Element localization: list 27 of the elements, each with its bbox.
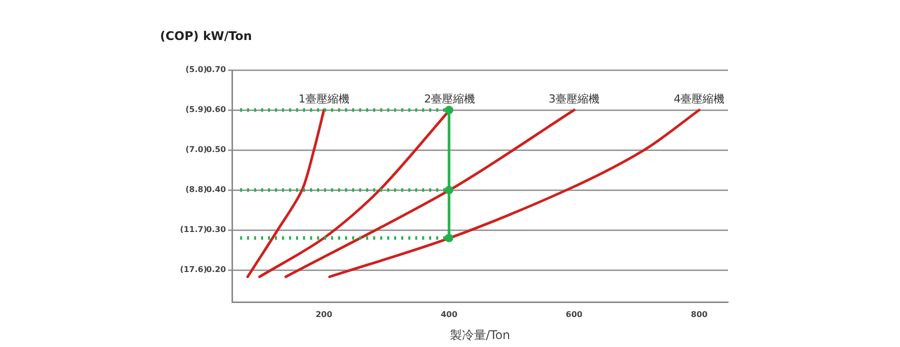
x-axis-title: 製冷量/Ton: [450, 328, 510, 342]
y-tick-label: 0.20: [206, 265, 226, 274]
text: (7.0): [186, 145, 207, 154]
y-tick-label: 0.40: [206, 185, 226, 194]
text: (17.6): [180, 265, 207, 274]
y-tick-label: 0.30: [206, 225, 226, 234]
series-label: 1臺壓縮機: [298, 92, 350, 106]
x-tick-label: 400: [440, 310, 458, 319]
series-label: 4臺壓縮機: [674, 92, 725, 106]
text: (5.9): [186, 105, 207, 114]
point: [444, 106, 454, 114]
text: (11.7): [180, 225, 207, 234]
y-tick-label: 0.60: [206, 105, 226, 114]
point: [444, 186, 454, 194]
text: (5.0): [186, 65, 207, 74]
line-series: [328, 108, 701, 278]
point: [444, 234, 454, 242]
x-tick-label: 200: [316, 310, 333, 319]
x-tick-label: 800: [690, 310, 708, 319]
y-tick-label: 0.50: [206, 145, 226, 154]
x-tick-label: 600: [566, 310, 583, 319]
y-axis-title: (COP) kW/Ton: [160, 29, 252, 44]
series-label: 3臺壓縮機: [548, 92, 600, 106]
line-series: [246, 108, 326, 278]
y-tick-label: 0.70: [206, 65, 226, 74]
series-label: 2臺壓縮機: [424, 92, 476, 106]
text: (8.8): [186, 185, 207, 194]
